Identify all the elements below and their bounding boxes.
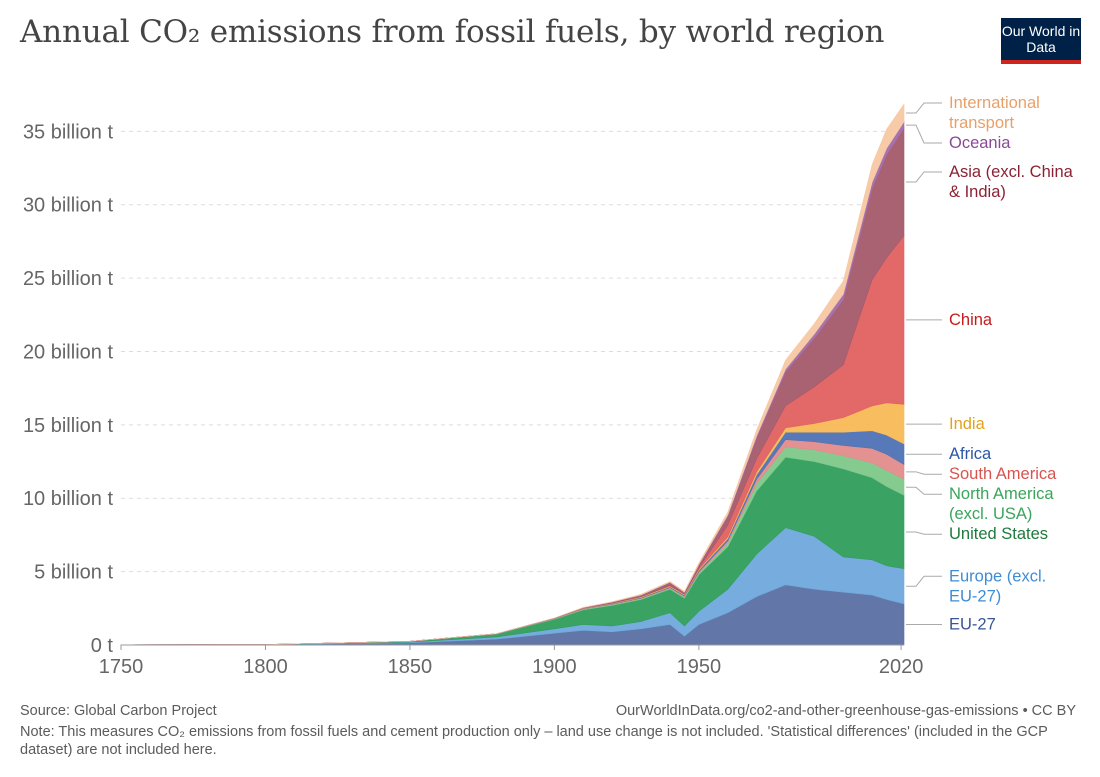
y-tick-label: 35 billion t [23, 121, 114, 143]
series-label-europe-excl-eu-27: Europe (excl. [949, 567, 1046, 585]
y-tick-label: 10 billion t [23, 488, 114, 510]
area-international-transport [120, 103, 905, 646]
x-tick-label: 1900 [532, 656, 577, 678]
series-label-oceania: Oceania [949, 134, 1011, 152]
x-tick-label: 1950 [677, 656, 722, 678]
x-tick-label: 1850 [388, 656, 433, 678]
area-chart: 0 t 5 billion t 10 billion t 15 billion t 20… [23, 94, 1074, 678]
series-label-asia-excl-china-india: & India) [949, 183, 1006, 201]
label-connector-united-states [906, 531, 942, 535]
y-tick-label: 20 billion t [23, 341, 114, 363]
label-connector-north-america-excl-usa [906, 486, 942, 495]
chart-title: Annual CO₂ emissions from fossil fuels, … [20, 14, 885, 50]
series-label-south-america: South America [949, 465, 1057, 483]
label-connector-south-america [906, 471, 942, 475]
series-label-north-america-excl-usa: North America [949, 485, 1054, 503]
logo-text: Our World in Data [1001, 23, 1081, 55]
y-tick-label: 25 billion t [23, 268, 114, 290]
label-connector-europe-excl-eu-27 [906, 575, 942, 587]
series-label-north-america-excl-usa: (excl. USA) [949, 505, 1032, 523]
y-tick-label: 5 billion t [34, 562, 113, 584]
source-note: Source: Global Carbon Project [20, 703, 217, 719]
label-connector-international-transport [906, 102, 942, 114]
series-label-china: China [949, 311, 993, 329]
series-label-united-states: United States [949, 525, 1048, 543]
y-tick-label: 15 billion t [23, 415, 114, 437]
series-label-europe-excl-eu-27: EU-27) [949, 587, 1001, 605]
y-tick-label: 0 t [91, 635, 114, 657]
methodology-note: Note: This measures CO₂ emissions from f… [20, 724, 1048, 758]
series-label-asia-excl-china-india: Asia (excl. China [949, 163, 1074, 181]
source-url[interactable]: OurWorldInData.org/co2-and-other-greenho… [615, 703, 1076, 719]
series-label-international-transport: International [949, 94, 1040, 112]
owid-logo[interactable]: Our World in Data [1001, 18, 1081, 64]
series-label-eu-27: EU-27 [949, 615, 996, 633]
series-label-india: India [949, 415, 986, 433]
label-connector-oceania [906, 124, 942, 144]
series-label-africa: Africa [949, 445, 992, 463]
series-label-international-transport: transport [949, 114, 1015, 132]
label-connector-asia-excl-china-india [906, 171, 942, 183]
x-tick-label: 1800 [243, 656, 288, 678]
y-tick-label: 30 billion t [23, 195, 114, 217]
x-tick-label: 2020 [879, 656, 924, 678]
x-tick-label: 1750 [99, 656, 144, 678]
